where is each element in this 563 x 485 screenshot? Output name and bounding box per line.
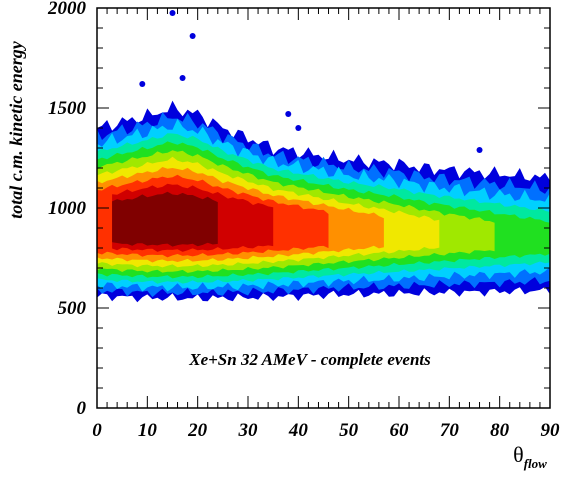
outlier-point-4 xyxy=(285,111,292,117)
x-tick-labels: 0 10 20 30 40 50 60 70 80 90 xyxy=(92,420,560,441)
annotation-text: Xe+Sn 32 AMeV - complete events xyxy=(188,350,431,369)
outlier-point-1 xyxy=(189,33,196,39)
x-tick-label: 70 xyxy=(440,420,460,441)
x-axis-label: θflow xyxy=(513,442,547,471)
y-tick-label: 1000 xyxy=(48,198,87,219)
x-tick-label: 90 xyxy=(541,420,561,441)
x-tick-label: 0 xyxy=(92,420,102,441)
x-tick-label: 10 xyxy=(138,420,158,441)
x-tick-label: 20 xyxy=(187,420,208,441)
x-tick-label: 80 xyxy=(490,420,510,441)
x-tick-label: 30 xyxy=(238,420,259,441)
tick-layer xyxy=(96,7,551,409)
y-tick-label: 500 xyxy=(58,298,87,319)
heatmap-layer xyxy=(97,100,550,303)
y-axis-label: total c.m. kinetic energy xyxy=(6,40,26,218)
y-tick-label: 0 xyxy=(77,398,87,419)
outlier-point-0 xyxy=(169,10,176,16)
x-axis-label-symbol: θ xyxy=(513,442,524,467)
outlier-point-2 xyxy=(139,81,146,87)
x-tick-label: 50 xyxy=(339,420,359,441)
y-tick-label: 1500 xyxy=(48,98,87,119)
x-tick-label: 60 xyxy=(390,420,410,441)
y-tick-labels: 0 500 1000 1500 2000 xyxy=(47,0,87,419)
y-tick-label: 2000 xyxy=(47,0,87,19)
x-axis-label-subscript: flow xyxy=(524,456,547,471)
outlier-point-3 xyxy=(179,75,186,81)
outlier-point-6 xyxy=(476,147,483,153)
outlier-layer xyxy=(139,10,483,153)
outlier-point-5 xyxy=(295,125,302,131)
contour-level-11 xyxy=(112,191,218,247)
x-tick-label: 40 xyxy=(288,420,309,441)
